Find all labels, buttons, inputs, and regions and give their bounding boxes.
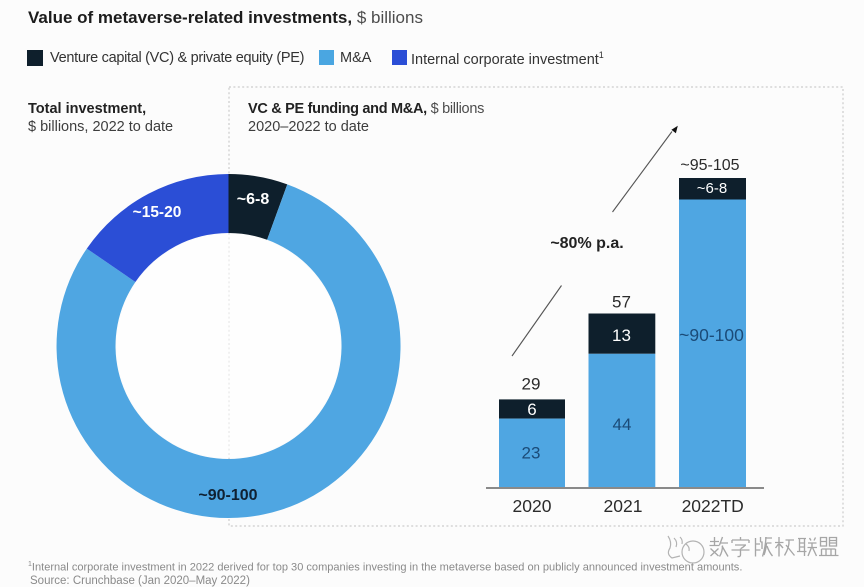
- svg-text:~95-105: ~95-105: [680, 157, 739, 174]
- svg-text:2022TD: 2022TD: [682, 496, 744, 516]
- svg-text:~90-100: ~90-100: [679, 325, 744, 345]
- svg-text:~80% p.a.: ~80% p.a.: [550, 235, 623, 252]
- svg-text:2021: 2021: [604, 496, 643, 516]
- svg-text:57: 57: [612, 293, 631, 312]
- svg-text:6: 6: [527, 400, 536, 419]
- svg-text:23: 23: [522, 444, 541, 463]
- svg-text:13: 13: [612, 326, 631, 345]
- svg-text:~6-8: ~6-8: [237, 191, 270, 208]
- svg-text:29: 29: [522, 375, 541, 394]
- svg-text:~90-100: ~90-100: [198, 487, 257, 504]
- svg-text:~15-20: ~15-20: [133, 204, 182, 221]
- svg-text:44: 44: [613, 415, 632, 434]
- svg-text:~6-8: ~6-8: [697, 180, 727, 197]
- svg-text:2020: 2020: [513, 496, 552, 516]
